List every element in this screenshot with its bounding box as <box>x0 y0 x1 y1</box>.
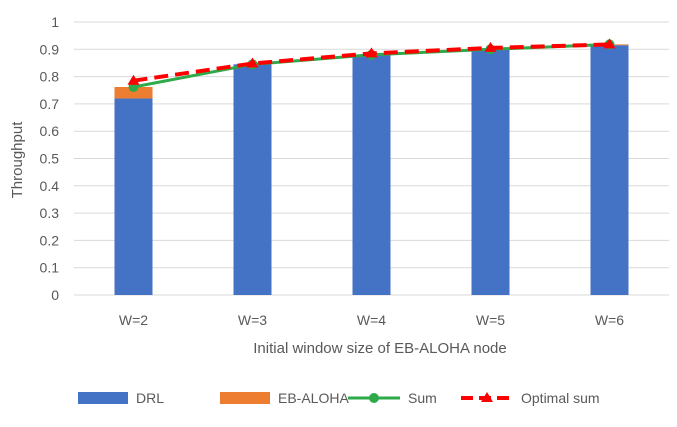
point-optimal-sum <box>603 38 616 49</box>
legend-label-drl: DRL <box>136 390 164 406</box>
bar-drl <box>352 54 391 296</box>
legend: DRL EB-ALOHA Sum Optimal sum <box>78 390 600 406</box>
y-tick-label: 0.4 <box>40 178 60 194</box>
y-tick-label: 0.2 <box>40 232 60 248</box>
legend-label-sum: Sum <box>408 390 437 406</box>
legend-marker-sum <box>369 393 379 403</box>
point-optimal-sum <box>246 57 259 68</box>
bar-eb-aloha <box>114 86 153 99</box>
legend-label-eb-aloha: EB-ALOHA <box>278 390 349 406</box>
bars <box>114 44 629 296</box>
legend-marker-optimal-sum <box>481 392 493 402</box>
bar-drl <box>114 98 153 295</box>
y-tick-label: 0.1 <box>40 260 60 276</box>
y-tick-label: 0.3 <box>40 205 60 221</box>
point-optimal-sum <box>365 47 378 58</box>
y-axis-title: Throughput <box>9 121 26 199</box>
bar-drl <box>590 45 629 295</box>
y-tick-label: 0.8 <box>40 69 60 85</box>
x-tick-label: W=5 <box>476 312 505 328</box>
x-tick-label: W=3 <box>238 312 267 328</box>
point-optimal-sum <box>127 74 140 85</box>
bar-drl <box>471 49 510 295</box>
y-tick-label: 0.5 <box>40 151 60 167</box>
x-tick-label: W=6 <box>595 312 624 328</box>
y-tick-label: 0.7 <box>40 96 60 112</box>
legend-swatch-drl <box>78 392 128 404</box>
x-tick-label: W=4 <box>357 312 386 328</box>
y-tick-label: 0 <box>51 287 59 303</box>
x-axis-title: Initial window size of EB-ALOHA node <box>253 340 506 357</box>
x-tick-labels: W=2 W=3 W=4 W=5 W=6 <box>119 312 624 328</box>
bar-drl <box>233 64 272 295</box>
y-tick-labels: 0 0.1 0.2 0.3 0.4 0.5 0.6 0.7 0.8 0.9 1 <box>40 14 60 303</box>
y-tick-label: 0.9 <box>40 41 60 57</box>
point-optimal-sum <box>484 41 497 52</box>
y-tick-label: 0.6 <box>40 123 60 139</box>
lines <box>127 38 616 92</box>
y-tick-label: 1 <box>51 14 59 30</box>
legend-label-optimal-sum: Optimal sum <box>521 390 600 406</box>
legend-swatch-eb-aloha <box>220 392 270 404</box>
x-tick-label: W=2 <box>119 312 148 328</box>
